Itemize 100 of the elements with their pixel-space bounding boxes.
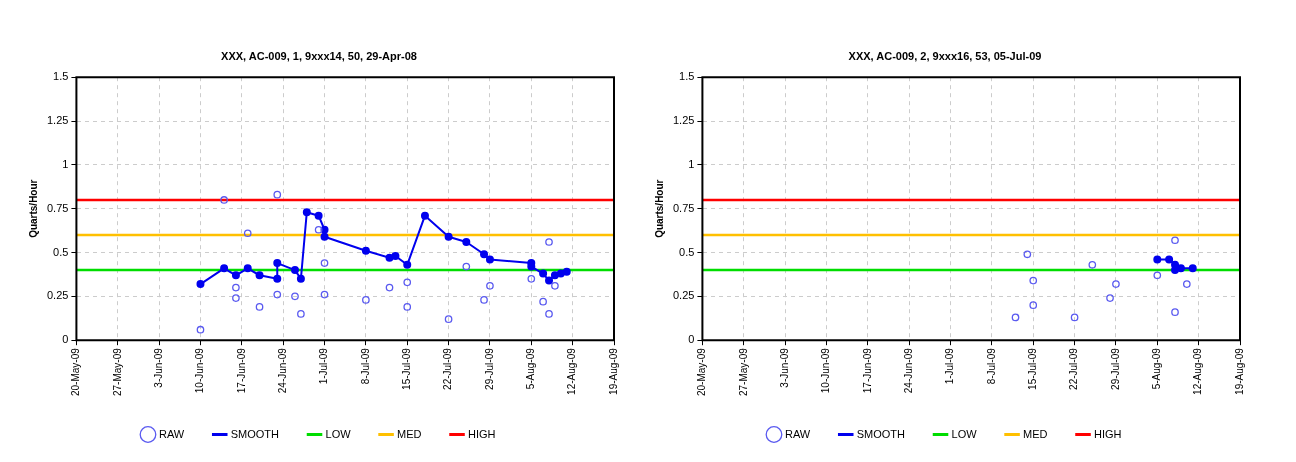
point — [545, 238, 553, 246]
point — [1011, 313, 1020, 322]
point — [480, 250, 489, 259]
point — [1171, 266, 1180, 275]
point — [1153, 271, 1162, 280]
point — [1088, 260, 1097, 269]
y-tick-label: 1.25 — [46, 114, 69, 127]
point — [220, 196, 228, 204]
point — [391, 252, 400, 261]
point — [362, 296, 370, 304]
point — [403, 303, 412, 311]
point — [444, 315, 453, 324]
x-tick-label: 27-May-09 — [737, 347, 749, 397]
point — [232, 283, 240, 292]
x-tick-label: 29-Jul-09 — [483, 347, 495, 390]
x-tick-label: 12-Aug-09 — [566, 347, 578, 395]
x-tick-label: 15-Jul-09 — [400, 347, 412, 390]
point — [297, 310, 305, 318]
y-tick-label: 1 — [688, 157, 695, 170]
x-tick-label: 27-May-09 — [111, 347, 123, 397]
legend-label: LOW — [325, 427, 352, 440]
x-tick-label: 8-Jul-09 — [359, 347, 371, 385]
point — [551, 282, 559, 290]
point — [320, 259, 329, 267]
x-tick-label: 3-Jun-09 — [778, 347, 790, 388]
point — [255, 303, 264, 311]
legend-label: HIGH — [468, 427, 496, 440]
y-tick-label: 0.5 — [53, 245, 69, 258]
point — [196, 280, 205, 289]
point — [462, 262, 471, 271]
x-tick-label: 1-Jul-09 — [944, 347, 956, 385]
point — [462, 238, 471, 247]
y-tick-label: 0.25 — [672, 289, 695, 302]
x-tick-label: 19-Aug-09 — [1233, 347, 1245, 395]
point — [545, 276, 554, 285]
y-tick-label: 0 — [688, 333, 695, 346]
point — [539, 297, 547, 306]
point — [1023, 250, 1032, 259]
point — [403, 260, 412, 269]
y-tick-label: 1.5 — [679, 70, 695, 83]
point — [314, 211, 323, 220]
point — [444, 232, 453, 241]
y-axis-title: Quarts/Hour — [653, 179, 665, 238]
point — [1188, 264, 1197, 273]
point — [486, 282, 494, 290]
point — [273, 190, 282, 199]
point — [243, 229, 252, 238]
x-tick-label: 19-Aug-09 — [607, 347, 619, 395]
x-tick-label: 22-Jul-09 — [1068, 347, 1080, 390]
point — [273, 259, 282, 268]
x-tick-label: 24-Jun-09 — [902, 347, 914, 394]
point — [231, 271, 240, 280]
x-tick-label: 15-Jul-09 — [1026, 347, 1038, 390]
point — [1153, 255, 1162, 264]
y-tick-label: 0.75 — [672, 201, 695, 214]
x-tick-label: 17-Jun-09 — [861, 347, 873, 394]
point — [556, 269, 565, 278]
legend-label: SMOOTH — [230, 427, 280, 440]
point — [562, 267, 571, 276]
point — [232, 294, 240, 302]
y-tick-label: 0.5 — [679, 245, 695, 258]
point — [1165, 255, 1174, 264]
point — [290, 266, 299, 275]
point — [1171, 236, 1179, 245]
x-tick-label: 29-Jul-09 — [1109, 347, 1121, 390]
point — [320, 232, 329, 241]
y-tick-label: 1.25 — [672, 114, 695, 127]
point — [385, 283, 394, 292]
legend-label: RAW — [784, 427, 811, 440]
x-tick-label: 24-Jun-09 — [276, 347, 288, 394]
y-tick-label: 1.5 — [53, 70, 69, 83]
point — [273, 274, 282, 283]
point — [527, 274, 536, 283]
x-tick-label: 12-Aug-09 — [1192, 347, 1204, 395]
x-tick-label: 3-Jun-09 — [152, 347, 164, 388]
legend-label: MED — [1023, 427, 1048, 440]
x-tick-label: 17-Jun-09 — [235, 347, 247, 394]
point — [291, 292, 299, 301]
point — [320, 290, 329, 299]
point — [196, 325, 205, 334]
point — [485, 255, 494, 264]
point — [1029, 276, 1038, 285]
point — [1106, 294, 1114, 302]
legend-label: RAW — [158, 427, 185, 440]
point — [361, 246, 370, 255]
y-tick-label: 0.25 — [46, 289, 69, 302]
chart-title: XXX, AC-009, 1, 9xxx14, 50, 29-Apr-08 — [221, 49, 417, 62]
legend-label: LOW — [951, 427, 978, 440]
point — [296, 274, 305, 283]
x-tick-label: 20-May-09 — [696, 347, 708, 397]
x-tick-label: 10-Jun-09 — [820, 347, 832, 394]
point — [243, 264, 252, 273]
point — [1171, 308, 1179, 316]
x-tick-label: 1-Jul-09 — [318, 347, 330, 385]
point — [385, 253, 394, 262]
y-tick-label: 1 — [62, 157, 69, 170]
x-tick-label: 5-Aug-09 — [525, 347, 537, 390]
point — [539, 269, 548, 278]
x-tick-label: 22-Jul-09 — [442, 347, 454, 390]
x-tick-label: 20-May-09 — [70, 347, 82, 397]
